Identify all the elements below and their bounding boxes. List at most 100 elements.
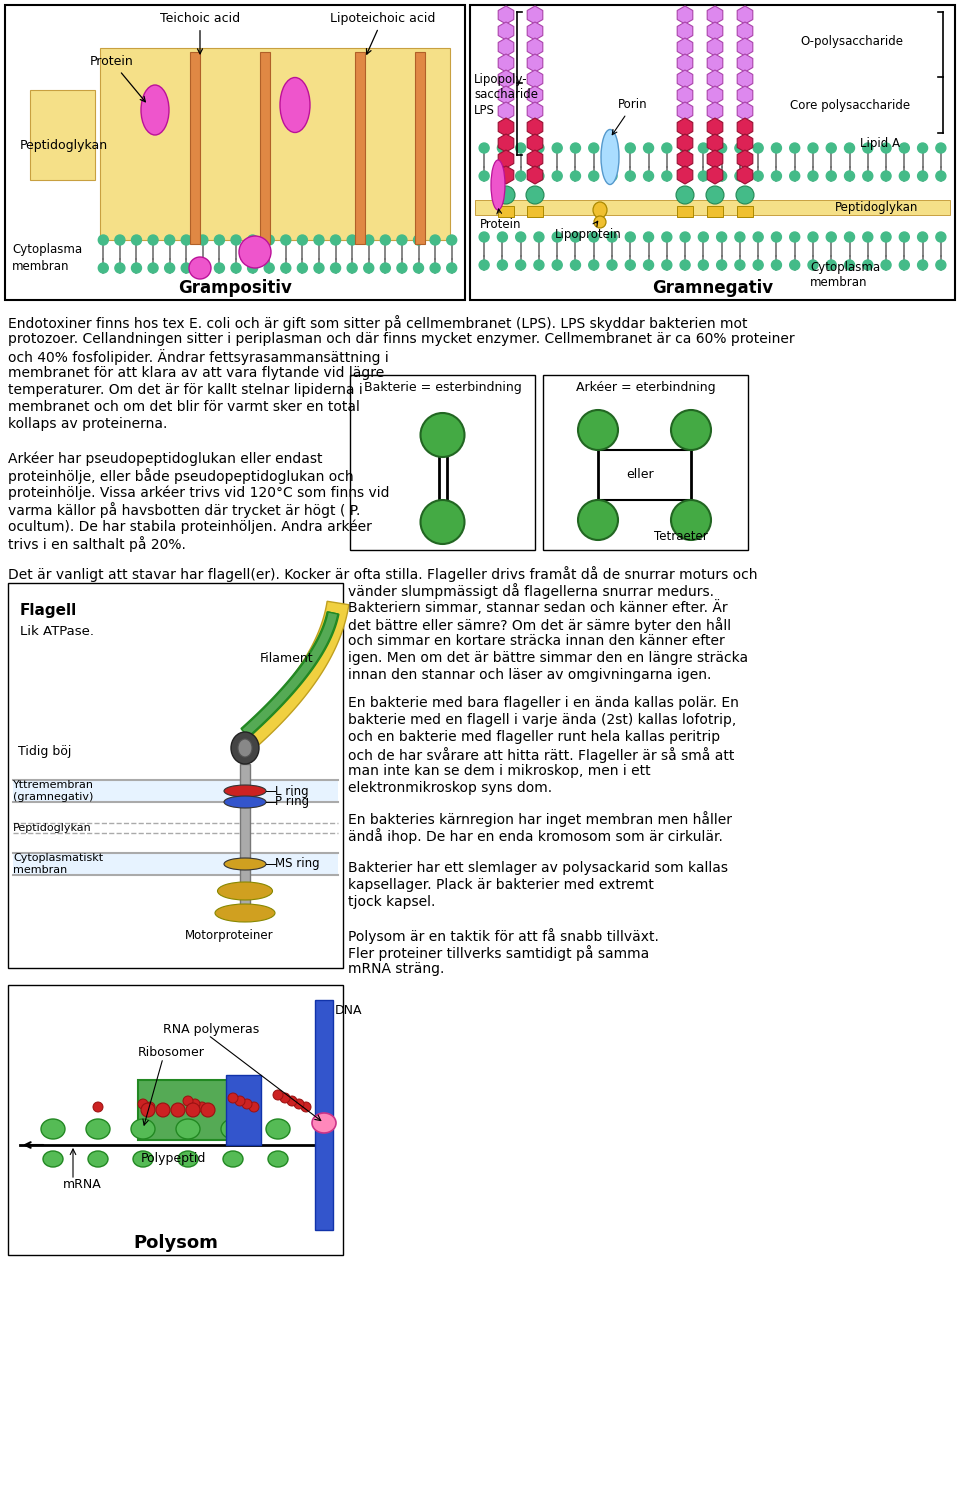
Polygon shape <box>677 22 693 40</box>
Ellipse shape <box>224 858 266 870</box>
Text: eller: eller <box>627 468 655 481</box>
Polygon shape <box>737 102 753 120</box>
Polygon shape <box>498 150 514 167</box>
Bar <box>100 48 450 241</box>
Ellipse shape <box>601 130 619 184</box>
Circle shape <box>863 144 873 152</box>
Circle shape <box>248 263 257 274</box>
Polygon shape <box>708 150 723 167</box>
Circle shape <box>676 185 694 203</box>
Polygon shape <box>737 37 753 55</box>
Ellipse shape <box>491 160 505 209</box>
Circle shape <box>735 170 745 181</box>
Circle shape <box>808 260 818 271</box>
Circle shape <box>588 144 599 152</box>
Polygon shape <box>677 6 693 24</box>
Polygon shape <box>527 166 542 184</box>
Circle shape <box>716 260 727 271</box>
Circle shape <box>396 235 407 245</box>
Bar <box>190 52 200 244</box>
Circle shape <box>497 185 515 203</box>
Circle shape <box>881 144 891 152</box>
Bar <box>470 4 955 300</box>
Circle shape <box>588 260 599 271</box>
Circle shape <box>479 232 490 242</box>
Text: Cytoplasma
membran: Cytoplasma membran <box>810 262 880 289</box>
Circle shape <box>526 185 544 203</box>
Circle shape <box>414 263 423 274</box>
Circle shape <box>827 170 836 181</box>
Ellipse shape <box>218 882 273 900</box>
Ellipse shape <box>131 1118 155 1139</box>
Circle shape <box>201 1103 215 1117</box>
Bar <box>226 1075 261 1145</box>
Circle shape <box>148 263 158 274</box>
Circle shape <box>671 410 711 450</box>
Circle shape <box>141 1103 155 1117</box>
Circle shape <box>534 260 544 271</box>
Circle shape <box>214 235 225 245</box>
Circle shape <box>330 263 341 274</box>
Circle shape <box>330 235 341 245</box>
Circle shape <box>301 1102 311 1112</box>
Circle shape <box>190 1099 200 1109</box>
Polygon shape <box>677 118 693 136</box>
Text: Cytoplasmatiskt
membran: Cytoplasmatiskt membran <box>13 854 103 875</box>
Circle shape <box>845 144 854 152</box>
Circle shape <box>430 235 440 245</box>
Bar <box>543 375 748 550</box>
Circle shape <box>698 232 708 242</box>
Circle shape <box>228 1093 238 1103</box>
Circle shape <box>845 260 854 271</box>
Polygon shape <box>708 54 723 72</box>
Circle shape <box>578 499 618 540</box>
Polygon shape <box>498 87 514 105</box>
Circle shape <box>588 232 599 242</box>
Text: ändå ihop. De har en enda kromosom som är cirkulär.: ändå ihop. De har en enda kromosom som ä… <box>348 828 723 845</box>
Circle shape <box>772 144 781 152</box>
Circle shape <box>900 170 909 181</box>
Text: Lik ATPase.: Lik ATPase. <box>20 625 94 638</box>
Text: Protein: Protein <box>480 209 521 232</box>
Circle shape <box>516 260 526 271</box>
Circle shape <box>364 263 373 274</box>
Circle shape <box>380 235 391 245</box>
Circle shape <box>249 1102 259 1112</box>
Text: mRNA: mRNA <box>63 1178 102 1192</box>
Circle shape <box>294 1099 304 1109</box>
Circle shape <box>552 260 563 271</box>
Circle shape <box>607 170 617 181</box>
Text: Peptidoglykan: Peptidoglykan <box>20 139 108 151</box>
Circle shape <box>414 235 423 245</box>
Circle shape <box>98 235 108 245</box>
Polygon shape <box>677 150 693 167</box>
Bar <box>737 206 753 217</box>
Circle shape <box>235 1096 245 1106</box>
Circle shape <box>430 263 440 274</box>
Polygon shape <box>737 135 753 152</box>
Ellipse shape <box>224 795 266 807</box>
Circle shape <box>138 1099 148 1109</box>
Circle shape <box>264 235 275 245</box>
Circle shape <box>132 263 141 274</box>
Text: Flagell: Flagell <box>20 602 77 617</box>
Circle shape <box>827 232 836 242</box>
Circle shape <box>754 144 763 152</box>
Circle shape <box>736 185 754 203</box>
Ellipse shape <box>133 1151 153 1168</box>
Text: P ring: P ring <box>275 795 309 809</box>
Text: proteinhölje, eller både pseudopeptidoglukan och: proteinhölje, eller både pseudopeptidogl… <box>8 468 353 484</box>
Polygon shape <box>527 87 542 105</box>
Circle shape <box>552 232 563 242</box>
Polygon shape <box>737 70 753 88</box>
Ellipse shape <box>280 78 310 133</box>
Polygon shape <box>708 135 723 152</box>
Circle shape <box>936 260 946 271</box>
Circle shape <box>380 263 391 274</box>
Circle shape <box>314 235 324 245</box>
Circle shape <box>845 170 854 181</box>
Text: RNA polymeras: RNA polymeras <box>163 1024 259 1036</box>
Text: ocultum). De har stabila proteinhöljen. Andra arkéer: ocultum). De har stabila proteinhöljen. … <box>8 519 372 534</box>
Circle shape <box>808 232 818 242</box>
Text: Tetraeter: Tetraeter <box>654 531 708 544</box>
